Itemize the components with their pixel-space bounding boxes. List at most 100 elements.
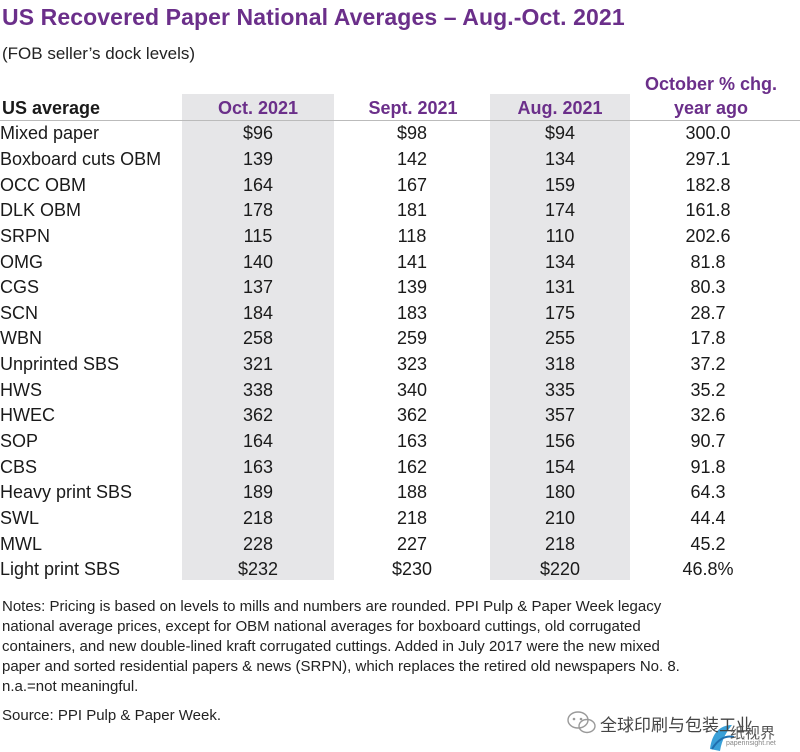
header-pct-change-line1: October % chg. <box>644 74 778 94</box>
table-row: Light print SBS $232 $230 $220 46.8% <box>0 557 786 583</box>
aug-value: $94 <box>544 123 576 144</box>
table-row: HWS 338 340 335 35.2 <box>0 377 786 403</box>
table-row: CGS 137 139 131 80.3 <box>0 275 786 301</box>
watermark-logo-icon <box>567 711 735 751</box>
notes-line: paper and sorted residential papers & ne… <box>2 658 680 675</box>
pct-change-value: 80.3 <box>690 277 726 298</box>
sept-value: 227 <box>396 533 428 554</box>
sept-value: 340 <box>396 379 428 400</box>
aug-value: 174 <box>544 200 576 221</box>
aug-value: 134 <box>544 251 576 272</box>
row-label: Unprinted SBS <box>0 354 120 375</box>
notes-line: n.a.=not meaningful. <box>2 678 139 695</box>
row-label: HWEC <box>0 405 55 426</box>
row-label: SWL <box>0 507 40 528</box>
aug-value: 357 <box>544 405 576 426</box>
table-row: OCC OBM 164 167 159 182.8 <box>0 172 786 198</box>
sept-value: $98 <box>396 123 428 144</box>
sept-value: 139 <box>396 277 428 298</box>
oct-value: 321 <box>242 354 274 375</box>
sept-value: 183 <box>396 302 428 323</box>
row-label: OCC OBM <box>0 174 87 195</box>
table-row: SCN 184 183 175 28.7 <box>0 300 786 326</box>
row-label: OMG <box>0 251 43 272</box>
pct-change-value: 202.6 <box>685 225 731 246</box>
header-pct-change: October % chg. year ago <box>636 72 786 120</box>
table-row: MWL 228 227 218 45.2 <box>0 531 786 557</box>
page-title: US Recovered Paper National Averages – A… <box>2 4 625 30</box>
pct-change-value: 46.8% <box>682 559 734 580</box>
row-label: SCN <box>0 302 39 323</box>
oct-value: 338 <box>242 379 274 400</box>
row-label: HWS <box>0 379 42 400</box>
table-row: Boxboard cuts OBM 139 142 134 297.1 <box>0 147 786 173</box>
table-row: Mixed paper $96 $98 $94 300.0 <box>0 121 786 147</box>
aug-value: $220 <box>539 559 581 580</box>
sept-value: 218 <box>396 507 428 528</box>
oct-value: $232 <box>237 559 279 580</box>
oct-value: 258 <box>242 328 274 349</box>
pct-change-value: 64.3 <box>690 482 726 503</box>
row-label: WBN <box>0 328 42 349</box>
sept-value: 323 <box>396 354 428 375</box>
aug-value: 110 <box>545 225 575 246</box>
oct-value: 115 <box>243 225 273 246</box>
pct-change-value: 44.4 <box>690 507 726 528</box>
aug-value: 159 <box>544 174 576 195</box>
notes: Notes: Pricing is based on levels to mil… <box>2 597 792 697</box>
aug-value: 154 <box>544 456 576 477</box>
oct-value: $96 <box>242 123 274 144</box>
table-row: Unprinted SBS 321 323 318 37.2 <box>0 352 786 378</box>
row-label: MWL <box>0 533 42 554</box>
aug-value: 218 <box>544 533 576 554</box>
oct-value: 137 <box>242 277 274 298</box>
watermark-url: paperinsight.net <box>726 740 776 747</box>
header-us-average: US average <box>2 98 101 118</box>
header-oct-2021: Oct. 2021 <box>217 98 299 118</box>
table-row: SRPN 115 118 110 202.6 <box>0 224 786 250</box>
aug-value: 335 <box>544 379 576 400</box>
aug-value: 175 <box>544 302 576 323</box>
pct-change-value: 81.8 <box>690 251 726 272</box>
sept-value: 259 <box>396 328 428 349</box>
aug-value: 180 <box>544 482 576 503</box>
notes-line: Notes: Pricing is based on levels to mil… <box>2 598 662 615</box>
oct-value: 164 <box>242 174 274 195</box>
oct-value: 184 <box>242 302 274 323</box>
notes-line: national average prices, except for OBM … <box>2 618 641 635</box>
row-label: Boxboard cuts OBM <box>0 148 162 169</box>
pct-change-value: 182.8 <box>685 174 731 195</box>
table-row: OMG 140 141 134 81.8 <box>0 249 786 275</box>
row-label: DLK OBM <box>0 200 82 221</box>
header-sept-2021: Sept. 2021 <box>368 98 458 118</box>
sept-value: 362 <box>396 405 428 426</box>
oct-value: 163 <box>242 456 274 477</box>
pct-change-value: 32.6 <box>690 405 726 426</box>
row-label: Light print SBS <box>0 559 121 580</box>
pct-change-value: 37.2 <box>690 354 726 375</box>
pct-change-value: 91.8 <box>690 456 726 477</box>
table-row: CBS 163 162 154 91.8 <box>0 454 786 480</box>
price-table-body: Mixed paper $96 $98 $94 300.0 Boxboard cuts O… <box>0 121 786 583</box>
header-divider <box>0 120 800 121</box>
subtitle: (FOB seller’s dock levels) <box>2 44 196 63</box>
aug-value: 131 <box>544 277 576 298</box>
pct-change-value: 35.2 <box>690 379 726 400</box>
sept-value: 141 <box>396 251 428 272</box>
table-row: SOP 164 163 156 90.7 <box>0 429 786 455</box>
oct-value: 218 <box>242 507 274 528</box>
oct-value: 140 <box>242 251 274 272</box>
watermark-brand: 纸视界 <box>730 725 776 742</box>
sept-value: 188 <box>396 482 428 503</box>
pct-change-value: 297.1 <box>685 148 731 169</box>
watermark-text: 全球印刷与包装工业 <box>600 716 753 735</box>
sept-value: 167 <box>396 174 428 195</box>
source-line: Source: PPI Pulp & Paper Week. <box>2 707 222 724</box>
row-label: CGS <box>0 277 40 298</box>
sept-value: 162 <box>396 456 428 477</box>
price-table: Mixed paper $96 $98 $94 300.0 Boxboard cuts O… <box>0 121 786 583</box>
table-row: HWEC 362 362 357 32.6 <box>0 403 786 429</box>
sept-value: 163 <box>396 431 428 451</box>
sept-value: 142 <box>396 148 428 169</box>
sept-value: 118 <box>397 225 427 246</box>
